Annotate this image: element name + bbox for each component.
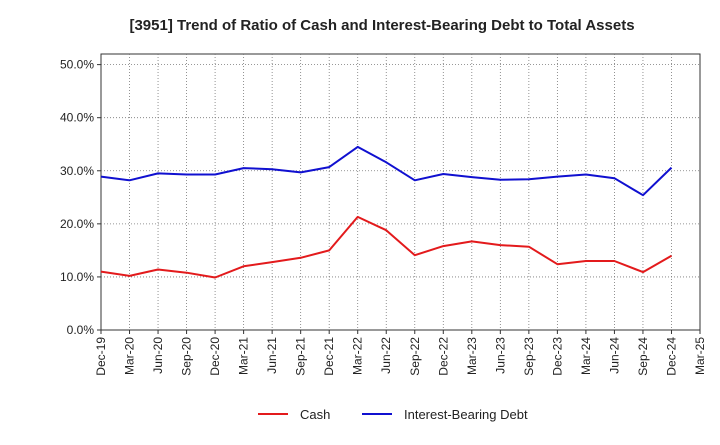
x-tick-label: Jun-23 — [493, 337, 507, 374]
x-tick-label: Mar-21 — [237, 337, 251, 375]
series-line-interest-bearing-debt — [100, 145, 673, 197]
x-tick-label: Jun-22 — [379, 337, 393, 374]
x-tick-label: Jun-21 — [265, 337, 279, 374]
x-tick-label: Mar-22 — [351, 337, 365, 375]
grid — [101, 54, 700, 330]
series-layer — [100, 145, 673, 279]
x-tick-label: Sep-21 — [294, 337, 308, 376]
y-tick-label: 10.0% — [60, 270, 94, 284]
x-tick-label: Dec-24 — [664, 337, 678, 376]
x-axis: Dec-19 Mar-20 Jun-20 Sep-20 Dec-20 Mar-21 Jun-… — [94, 330, 707, 376]
x-tick-label: Sep-20 — [180, 337, 194, 376]
x-tick-label: Dec-21 — [322, 337, 336, 376]
x-tick-label: Mar-24 — [579, 337, 593, 375]
chart-title: [3951] Trend of Ratio of Cash and Intere… — [129, 17, 634, 34]
x-tick-label: Sep-22 — [408, 337, 422, 376]
x-tick-label: Mar-23 — [465, 337, 479, 375]
x-tick-label: Jun-20 — [151, 337, 165, 374]
legend: Cash Interest-Bearing Debt — [258, 407, 528, 422]
legend-label: Cash — [300, 407, 330, 422]
x-tick-label: Dec-23 — [550, 337, 564, 376]
series-line-cash — [100, 215, 672, 279]
x-tick-label: Mar-20 — [123, 337, 137, 375]
x-tick-label: Sep-23 — [522, 337, 536, 376]
x-tick-label: Dec-20 — [208, 337, 222, 376]
x-tick-label: Dec-22 — [436, 337, 450, 376]
y-tick-label: 30.0% — [60, 164, 94, 178]
x-tick-label: Dec-19 — [94, 337, 108, 376]
x-tick-label: Jun-24 — [607, 337, 621, 374]
y-tick-label: 50.0% — [60, 58, 94, 72]
x-tick-label: Mar-25 — [693, 337, 707, 375]
y-tick-label: 40.0% — [60, 111, 94, 125]
y-tick-label: 0.0% — [67, 323, 95, 337]
y-axis: 0.0% 10.0% 20.0% 30.0% 40.0% 50.0% — [60, 58, 101, 337]
legend-label: Interest-Bearing Debt — [404, 407, 528, 422]
x-tick-label: Sep-24 — [636, 337, 650, 376]
y-tick-label: 20.0% — [60, 217, 94, 231]
plot-area — [100, 53, 701, 331]
